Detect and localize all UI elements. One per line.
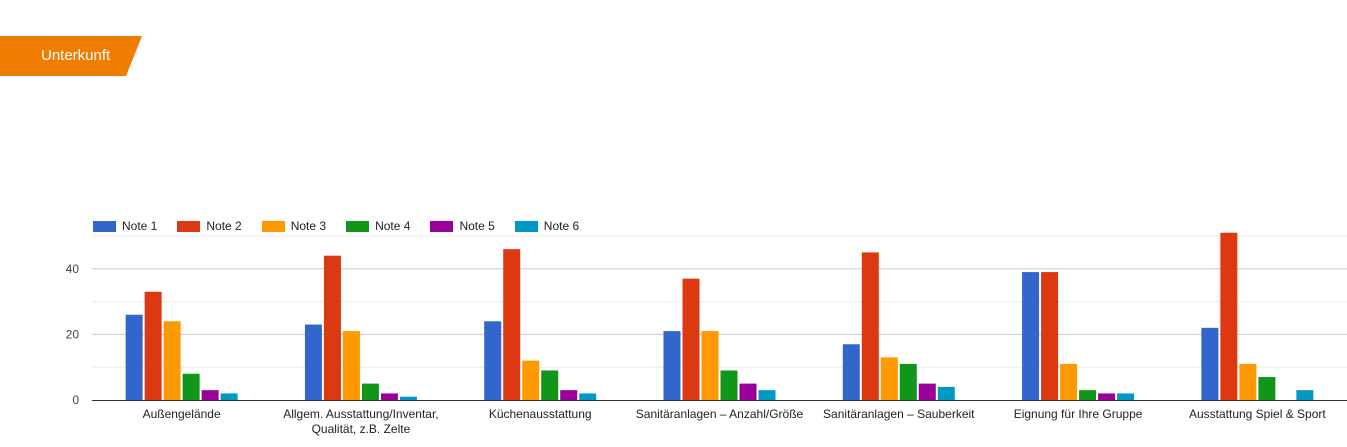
legend-label: Note 3 <box>290 219 327 233</box>
legend-item[interactable]: Note 3 <box>261 219 327 233</box>
x-tick-label: Sanitäranlagen – Sauberkeit <box>823 407 975 421</box>
bar <box>842 344 860 400</box>
bar <box>503 249 521 400</box>
x-tick-label: Qualität, z.B. Zelte <box>312 422 411 436</box>
bar <box>1079 390 1097 400</box>
bar <box>163 321 181 400</box>
bar <box>220 393 238 400</box>
y-tick-label: 20 <box>66 327 80 341</box>
bar <box>1098 393 1116 400</box>
legend-item[interactable]: Note 6 <box>514 219 580 233</box>
legend-item[interactable]: Note 4 <box>346 219 410 233</box>
section-tab-shape <box>0 36 142 76</box>
bar <box>144 291 162 400</box>
x-tick-label: Sanitäranlagen – Anzahl/Größe <box>636 407 804 421</box>
bar <box>758 390 776 400</box>
bar <box>1220 232 1238 400</box>
bar <box>739 383 757 400</box>
bar <box>304 324 322 400</box>
bar <box>701 331 719 400</box>
bar <box>1296 390 1314 400</box>
x-tick-label: Küchenausstattung <box>489 407 592 421</box>
bar <box>201 390 219 400</box>
bar <box>720 370 738 400</box>
bar <box>1239 363 1257 400</box>
bar <box>361 383 379 400</box>
y-tick-label: 0 <box>72 393 79 407</box>
bar <box>182 373 200 400</box>
bar <box>560 390 578 400</box>
y-tick-label: 40 <box>66 262 80 276</box>
legend-swatch <box>261 220 285 232</box>
legend-item[interactable]: Note 2 <box>177 219 242 233</box>
legend-swatch <box>430 220 454 232</box>
bar <box>899 363 917 400</box>
legend-item[interactable]: Note 5 <box>430 219 495 233</box>
section-title: Unterkunft <box>41 47 111 64</box>
bar <box>484 321 502 400</box>
bar <box>1022 272 1040 400</box>
x-tick-label: Allgem. Ausstattung/Inventar, <box>283 407 438 421</box>
bar <box>861 252 879 400</box>
legend-swatch <box>346 220 370 232</box>
bar <box>125 314 143 400</box>
bar <box>1258 377 1276 400</box>
legend-swatch <box>177 220 201 232</box>
x-tick-label: Außengelände <box>143 407 221 421</box>
legend-label: Note 5 <box>459 219 495 233</box>
section-tab: Unterkunft <box>0 36 142 76</box>
bar <box>682 278 700 400</box>
legend-swatch <box>93 220 116 232</box>
bar <box>880 357 898 400</box>
bar <box>1060 363 1078 400</box>
bar <box>323 255 341 400</box>
legend-swatch <box>514 220 538 232</box>
bar <box>522 360 540 400</box>
bar <box>1041 272 1059 400</box>
bar <box>579 393 597 400</box>
bar <box>399 396 417 400</box>
bar <box>342 331 360 400</box>
bar <box>541 370 559 400</box>
bar <box>380 393 398 400</box>
bar <box>663 331 681 400</box>
bar <box>937 386 955 400</box>
legend-label: Note 1 <box>122 219 158 233</box>
legend-label: Note 6 <box>543 219 580 233</box>
chart-legend: Note 1 Note 2 Note 3 Note 4 Note 5 Note 6 <box>93 218 599 234</box>
bar <box>1201 327 1219 400</box>
x-tick-label: Ausstattung Spiel & Sport <box>1189 407 1326 421</box>
legend-item[interactable]: Note 1 <box>93 219 157 233</box>
x-tick-label: Eignung für Ihre Gruppe <box>1014 407 1143 421</box>
bar <box>918 383 936 400</box>
legend-label: Note 4 <box>375 219 411 233</box>
bar <box>1117 393 1135 400</box>
legend-label: Note 2 <box>206 219 242 233</box>
